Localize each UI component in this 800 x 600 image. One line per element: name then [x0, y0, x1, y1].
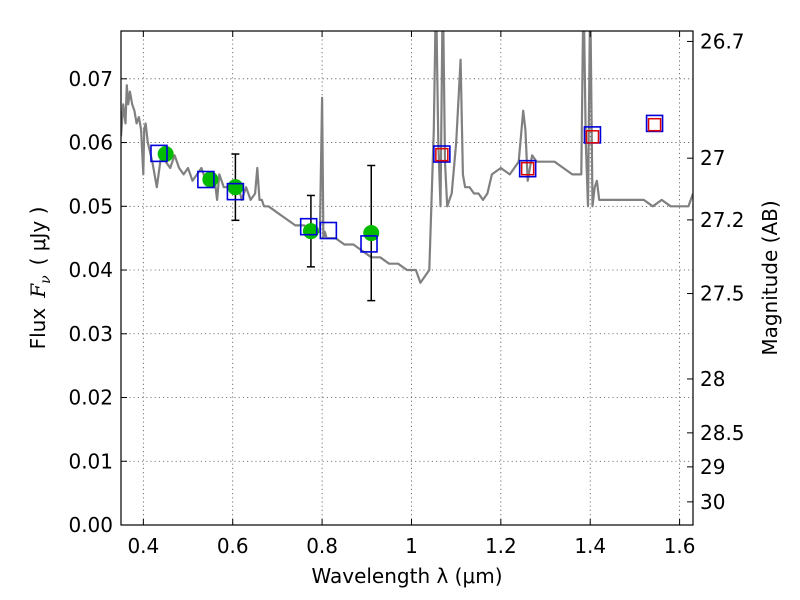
model-photometry-square	[518, 159, 537, 178]
y-tick-label: 0.03	[68, 322, 113, 346]
observed-flux-point	[363, 225, 380, 242]
y-tick-label: 0.06	[68, 131, 113, 155]
y-tick-label: 0.05	[68, 194, 113, 218]
y-axis-title-symbol: F	[26, 283, 50, 299]
magnitude-axis-ticks: 26.7 27 27.2 27.5 28 28.5 29 30	[687, 29, 745, 514]
magnitude-tick-label: 29	[700, 455, 725, 479]
filter-averaged-model-square	[647, 117, 662, 132]
x-axis-ticks: 0.4 0.6 0.8 1 1.2 1.4 1.6	[127, 31, 696, 558]
plot-frame	[120, 30, 694, 526]
magnitude-tick-label: 30	[700, 490, 725, 514]
x-tick-label: 1	[405, 534, 418, 558]
model-photometry-square	[150, 144, 168, 163]
y-axis-title: Flux Fν ( μJy )	[26, 207, 54, 350]
model-photometry-square	[197, 170, 215, 189]
magnitude-tick-label: 27.5	[700, 282, 745, 306]
x-axis-title: Wavelength λ (μm)	[311, 564, 502, 588]
observed-flux-point	[227, 179, 244, 196]
model-photometry-square	[319, 221, 338, 240]
observed-flux-point	[202, 171, 219, 188]
y-tick-label: 0.07	[68, 67, 113, 91]
x-tick-label: 0.6	[217, 534, 249, 558]
y-axis-title-prefix: Flux	[26, 308, 50, 350]
y-axis-title-unit: ( μJy )	[26, 207, 50, 266]
photometry-layer	[150, 114, 664, 302]
magnitude-tick-label: 28.5	[700, 421, 745, 445]
y-tick-label: 0.02	[68, 386, 113, 410]
x-tick-label: 0.4	[127, 534, 159, 558]
y-tick-label: 0.00	[68, 513, 113, 537]
magnitude-tick-label: 27	[700, 146, 725, 170]
x-tick-label: 1.2	[485, 534, 517, 558]
model-photometry-square	[226, 182, 245, 201]
y-tick-label: 0.01	[68, 449, 113, 473]
magnitude-axis-title: Magnitude (AB)	[758, 200, 782, 355]
filter-averaged-model-square	[585, 130, 600, 144]
observed-flux-point	[157, 146, 174, 163]
model-photometry-square	[299, 217, 318, 236]
x-tick-label: 1.4	[574, 534, 606, 558]
grid	[121, 31, 693, 525]
model-photometry-square	[360, 235, 378, 253]
y-axis-title-subscript: ν	[38, 275, 54, 284]
x-tick-label: 1.6	[664, 534, 696, 558]
model-photometry-square	[433, 145, 451, 163]
x-tick-label: 0.8	[306, 534, 338, 558]
y-tick-label: 0.04	[68, 258, 113, 282]
model-spectrum-line	[121, 31, 693, 284]
model-spectrum-layer	[121, 31, 693, 284]
y-axis-ticks: 0.00 0.01 0.02 0.03 0.04 0.05 0.06 0.07	[68, 67, 127, 537]
magnitude-tick-label: 28	[700, 367, 725, 391]
magnitude-tick-label: 27.2	[700, 208, 745, 232]
filter-averaged-model-square	[520, 161, 535, 176]
magnitude-tick-label: 26.7	[700, 29, 745, 53]
filter-averaged-model-square	[435, 147, 449, 162]
